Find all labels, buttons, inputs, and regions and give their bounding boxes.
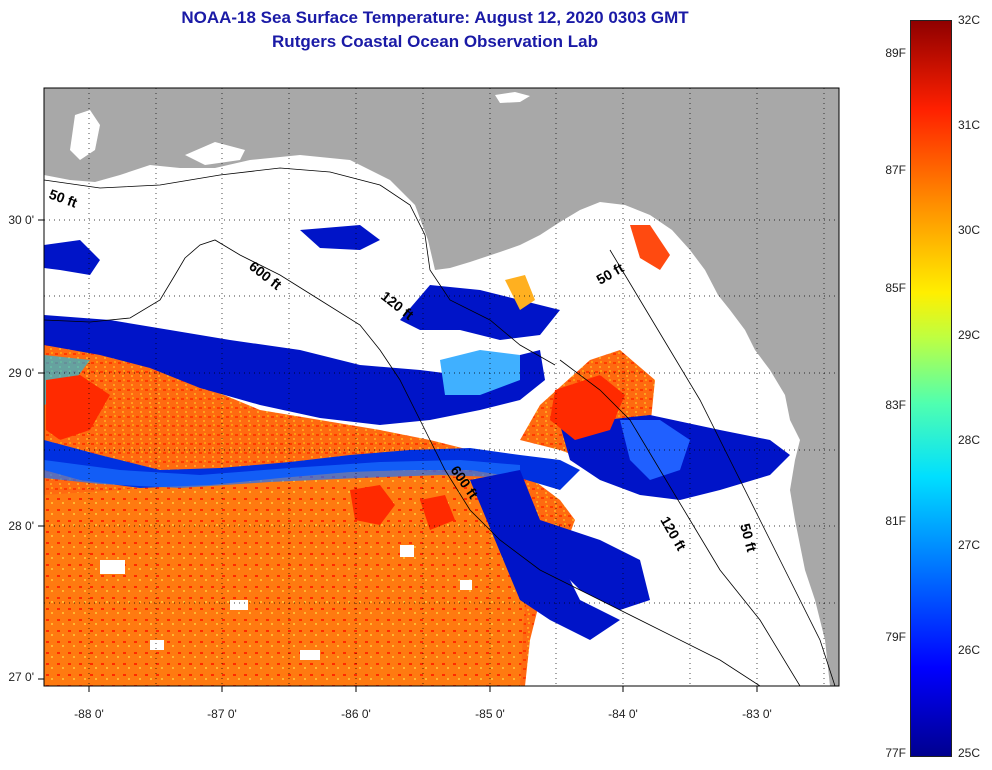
colorbar-celsius-label: 25C <box>958 746 981 760</box>
longitude-label: -87 0' <box>207 707 237 721</box>
colorbar-fahrenheit-label: 83F <box>885 398 906 412</box>
colorbar-celsius-label: 26C <box>958 643 981 657</box>
depth-contour-shelf <box>44 167 556 366</box>
colorbar-fahrenheit-label: 89F <box>885 46 906 60</box>
colorbar-fahrenheit-label: 87F <box>885 163 906 177</box>
colorbar-celsius-label: 27C <box>958 538 981 552</box>
map-title: NOAA-18 Sea Surface Temperature: August … <box>181 8 689 27</box>
map-frame <box>43 87 840 687</box>
latitude-label: 29 0' <box>8 366 34 380</box>
colorbar-celsius-label: 30C <box>958 223 981 237</box>
colorbar-fahrenheit-label: 81F <box>885 514 906 528</box>
temperature-colorbar <box>910 20 952 757</box>
latitude-label: 28 0' <box>8 519 34 533</box>
colorbar-celsius-label: 32C <box>958 13 981 27</box>
longitude-label: -86 0' <box>341 707 371 721</box>
longitude-label: -84 0' <box>608 707 638 721</box>
colorbar-fahrenheit-label: 79F <box>885 630 906 644</box>
latitude-label: 30 0' <box>8 213 34 227</box>
colorbar-fahrenheit-label: 77F <box>885 746 906 760</box>
longitude-label: -85 0' <box>475 707 505 721</box>
colorbar-celsius-label: 28C <box>958 433 981 447</box>
cool-water-band <box>44 315 545 425</box>
colorbar-fahrenheit-label: 85F <box>885 281 906 295</box>
map-subtitle: Rutgers Coastal Ocean Observation Lab <box>272 32 598 51</box>
longitude-label: -83 0' <box>742 707 772 721</box>
land-mass <box>44 88 839 686</box>
colorbar-celsius-label: 29C <box>958 328 981 342</box>
colorbar-celsius-label: 31C <box>958 118 981 132</box>
contour-label: 50 ft <box>737 522 760 554</box>
longitude-label: -88 0' <box>74 707 104 721</box>
latitude-label: 27 0' <box>8 670 34 684</box>
